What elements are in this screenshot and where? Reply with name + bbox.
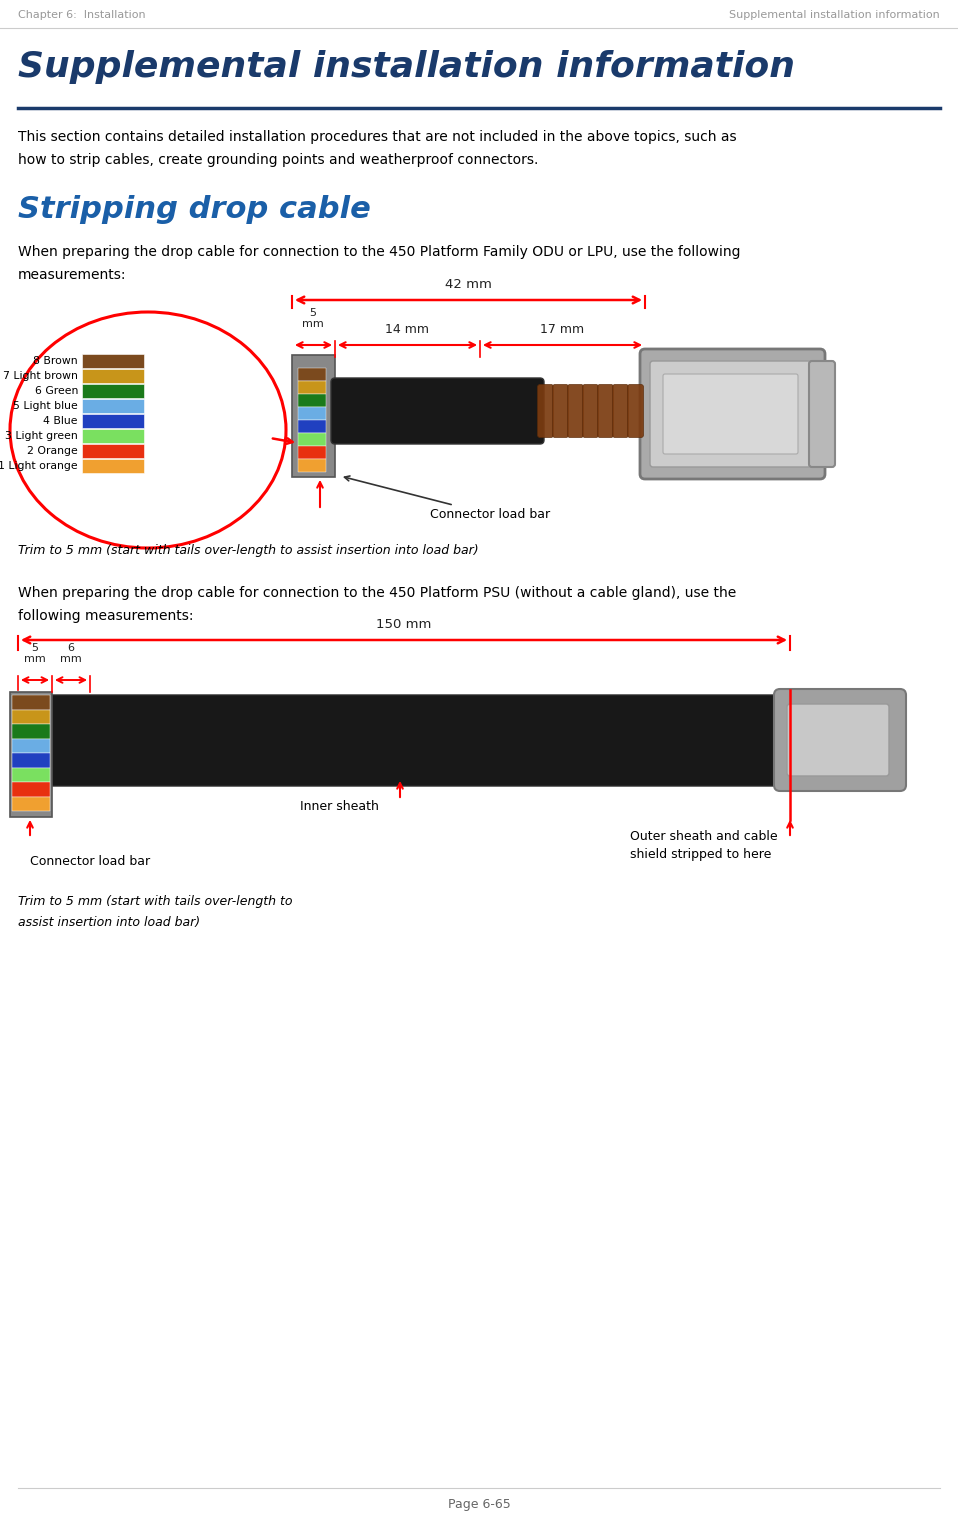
Text: 8 Brown: 8 Brown bbox=[34, 356, 78, 366]
Bar bbox=[298, 458, 326, 472]
Bar bbox=[298, 368, 326, 381]
Bar bbox=[12, 753, 50, 767]
FancyBboxPatch shape bbox=[582, 384, 599, 437]
Text: Trim to 5 mm (start with tails over-length to assist insertion into load bar): Trim to 5 mm (start with tails over-leng… bbox=[18, 545, 479, 557]
FancyBboxPatch shape bbox=[612, 384, 628, 437]
Text: Stripping drop cable: Stripping drop cable bbox=[18, 195, 371, 224]
Bar bbox=[82, 415, 144, 428]
Text: 3 Light green: 3 Light green bbox=[5, 431, 78, 440]
FancyBboxPatch shape bbox=[650, 362, 811, 468]
Text: 4 Blue: 4 Blue bbox=[43, 416, 78, 425]
Bar bbox=[298, 381, 326, 393]
FancyBboxPatch shape bbox=[787, 704, 889, 776]
Text: 17 mm: 17 mm bbox=[540, 322, 584, 336]
Text: how to strip cables, create grounding points and weatherproof connectors.: how to strip cables, create grounding po… bbox=[18, 153, 538, 166]
Text: measurements:: measurements: bbox=[18, 268, 126, 281]
Bar bbox=[82, 384, 144, 398]
Bar bbox=[82, 354, 144, 368]
Text: 5 Light blue: 5 Light blue bbox=[13, 401, 78, 410]
Bar bbox=[12, 782, 50, 796]
Bar bbox=[298, 446, 326, 458]
Bar bbox=[12, 767, 50, 782]
Text: When preparing the drop cable for connection to the 450 Platform Family ODU or L: When preparing the drop cable for connec… bbox=[18, 245, 741, 259]
Text: 5
mm: 5 mm bbox=[24, 643, 46, 664]
FancyBboxPatch shape bbox=[10, 691, 52, 817]
Bar bbox=[82, 399, 144, 413]
FancyBboxPatch shape bbox=[331, 378, 544, 443]
Bar bbox=[298, 393, 326, 407]
Bar bbox=[82, 369, 144, 383]
Text: 1 Light orange: 1 Light orange bbox=[0, 461, 78, 471]
Bar bbox=[298, 407, 326, 421]
Bar bbox=[12, 694, 50, 710]
FancyBboxPatch shape bbox=[567, 384, 583, 437]
FancyBboxPatch shape bbox=[640, 350, 825, 480]
FancyBboxPatch shape bbox=[537, 384, 554, 437]
Text: 14 mm: 14 mm bbox=[385, 322, 429, 336]
FancyBboxPatch shape bbox=[663, 374, 798, 454]
Bar bbox=[12, 796, 50, 811]
Text: Outer sheath and cable
shield stripped to here: Outer sheath and cable shield stripped t… bbox=[630, 831, 778, 861]
Text: Inner sheath: Inner sheath bbox=[300, 800, 378, 812]
Text: 2 Orange: 2 Orange bbox=[27, 446, 78, 455]
Text: 5
mm: 5 mm bbox=[302, 309, 324, 328]
Text: Trim to 5 mm (start with tails over-length to: Trim to 5 mm (start with tails over-leng… bbox=[18, 896, 292, 908]
Text: 6 Green: 6 Green bbox=[34, 386, 78, 396]
Bar bbox=[82, 443, 144, 457]
FancyBboxPatch shape bbox=[44, 694, 798, 785]
FancyBboxPatch shape bbox=[627, 384, 644, 437]
FancyBboxPatch shape bbox=[292, 356, 335, 477]
Bar bbox=[12, 710, 50, 725]
Text: This section contains detailed installation procedures that are not included in : This section contains detailed installat… bbox=[18, 130, 737, 144]
FancyBboxPatch shape bbox=[598, 384, 613, 437]
Bar bbox=[82, 430, 144, 442]
Bar bbox=[298, 433, 326, 446]
FancyBboxPatch shape bbox=[809, 362, 835, 468]
Bar bbox=[298, 421, 326, 433]
Text: assist insertion into load bar): assist insertion into load bar) bbox=[18, 915, 200, 929]
Text: Connector load bar: Connector load bar bbox=[30, 855, 150, 868]
Text: 7 Light brown: 7 Light brown bbox=[3, 371, 78, 381]
Text: 150 mm: 150 mm bbox=[376, 617, 432, 631]
Text: 42 mm: 42 mm bbox=[445, 278, 491, 290]
FancyBboxPatch shape bbox=[553, 384, 568, 437]
Text: When preparing the drop cable for connection to the 450 Platform PSU (without a : When preparing the drop cable for connec… bbox=[18, 586, 737, 601]
Bar bbox=[12, 725, 50, 738]
Text: Connector load bar: Connector load bar bbox=[345, 477, 550, 520]
FancyBboxPatch shape bbox=[774, 688, 906, 791]
Text: Chapter 6:  Installation: Chapter 6: Installation bbox=[18, 11, 146, 20]
Text: 6
mm: 6 mm bbox=[60, 643, 81, 664]
Text: Supplemental installation information: Supplemental installation information bbox=[729, 11, 940, 20]
Text: following measurements:: following measurements: bbox=[18, 610, 194, 623]
Text: Supplemental installation information: Supplemental installation information bbox=[18, 50, 795, 85]
Text: Page 6-65: Page 6-65 bbox=[447, 1498, 511, 1511]
Bar bbox=[82, 458, 144, 472]
Bar bbox=[12, 738, 50, 753]
